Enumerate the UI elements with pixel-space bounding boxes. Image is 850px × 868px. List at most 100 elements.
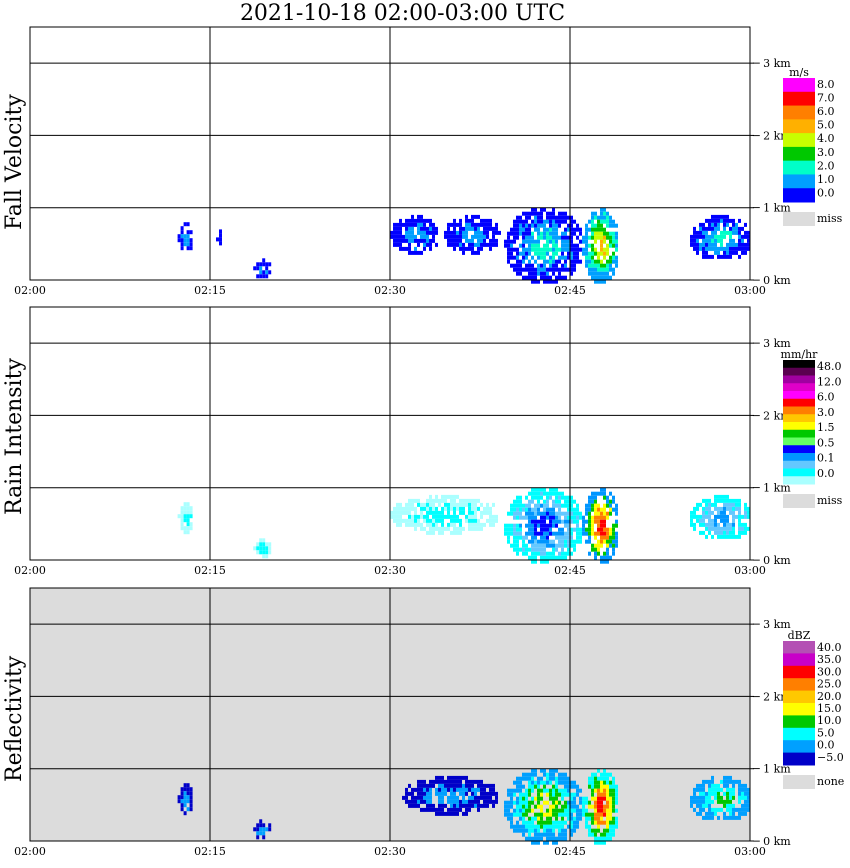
panel-2-ytick-label-3: ─ 3 km [752, 337, 791, 350]
panel-2-echo-1 [177, 502, 193, 535]
panel-1-ytick-label-0: ─ 0 km [752, 274, 791, 287]
panel-3-legend-missing-label: none [817, 775, 844, 788]
panel-2-legend-band-13 [783, 460, 815, 469]
panel-3-xtick-label-3: 02:45 [554, 845, 586, 858]
panel-1-xtick-label-4: 03:00 [734, 284, 766, 297]
panel-2-legend-label-2: 6.0 [817, 391, 835, 404]
panel-3-ytick-label-1: ─ 1 km [752, 763, 791, 776]
panel-3-legend-band-9 [783, 752, 815, 766]
panel-2-legend-missing-label: miss [817, 494, 843, 507]
panel-3-legend-band-8 [783, 740, 815, 754]
panel-3-legend-band-7 [783, 727, 815, 741]
panel-3-ytick-label-0: ─ 0 km [752, 835, 791, 848]
panel-3-echo-2 [253, 819, 272, 840]
panel-3-legend-band-5 [783, 703, 815, 716]
panel-3-echo-3 [402, 775, 498, 816]
panel-1-echo-8 [690, 214, 750, 259]
panel-3-ytick-label-3: ─ 3 km [752, 618, 791, 631]
panel-2-legend-band-4 [783, 391, 815, 400]
panel-3-legend-band-4 [783, 690, 815, 704]
panel-2-legend-label-3: 3.0 [817, 406, 835, 419]
panel-3-legend-label-1: 35.0 [817, 653, 842, 666]
panel-2-legend-label-1: 12.0 [817, 375, 842, 388]
panel-3-legend-band-2 [783, 665, 815, 679]
panel-3-legend-label-4: 20.0 [817, 690, 842, 703]
panel-2-legend-label-4: 1.5 [817, 421, 835, 434]
panel-1-legend-label-0: 8.0 [817, 78, 835, 91]
panel-2-legend-band-0 [783, 360, 815, 369]
panel-1-echo-5 [444, 214, 501, 255]
panel-2-legend-band-10 [783, 437, 815, 446]
panel-3-legend-label-9: −5.0 [817, 751, 844, 764]
panel-1-legend-label-3: 5.0 [817, 119, 835, 132]
panel-2-legend-band-5 [783, 398, 815, 407]
panel-2-legend-label-6: 0.1 [817, 452, 835, 465]
panel-2-ytick-label-1: ─ 1 km [752, 482, 791, 495]
panel-2-legend-band-6 [783, 406, 815, 415]
panel-1-legend-label-4: 4.0 [817, 132, 835, 145]
panel-2-legend-unit: mm/hr [781, 348, 819, 361]
panel-3-legend-band-3 [783, 678, 815, 692]
panel-3-legend-label-3: 25.0 [817, 678, 842, 691]
panel-3-legend-label-7: 5.0 [817, 726, 835, 739]
panel-2-xtick-label-2: 02:30 [374, 564, 406, 577]
panel-2-legend-band-8 [783, 422, 815, 431]
panel-1-echo-1 [177, 222, 193, 251]
panel-2-echo-3 [390, 494, 498, 535]
panel-1-legend-missing-label: miss [817, 212, 843, 225]
panel-3-legend-missing-swatch [783, 775, 815, 789]
panel-1-legend-label-5: 3.0 [817, 146, 835, 159]
panel-3-xtick-label-2: 02:30 [374, 845, 406, 858]
panel-1-legend-unit: m/s [789, 66, 809, 79]
panel-3-frame [29, 587, 751, 842]
panel-2-legend-band-15 [783, 476, 815, 485]
panel-2-echo-4 [504, 487, 582, 564]
panel-1-legend-band-4 [783, 133, 815, 148]
panel-1-xtick-label-0: 02:00 [14, 284, 46, 297]
panel-1-frame [29, 26, 751, 281]
panel-2-xtick-label-3: 02:45 [554, 564, 586, 577]
panel-1-xtick-label-1: 02:15 [194, 284, 226, 297]
panel-1-legend-band-0 [783, 78, 815, 93]
panel-1-xtick-label-3: 02:45 [554, 284, 586, 297]
panel-3-echo-5 [582, 768, 618, 845]
panel-3-legend-band-1 [783, 653, 815, 667]
panel-2-frame [29, 306, 751, 561]
panel-2-legend-label-0: 48.0 [817, 360, 842, 373]
panel-2-legend-label-5: 0.5 [817, 436, 835, 449]
panel-1-echo-2 [216, 229, 222, 246]
panel-3-legend-label-6: 10.0 [817, 714, 842, 727]
panel-2-ytick-label-2: ─ 2 km [752, 409, 791, 422]
panel-1-xtick-label-2: 02:30 [374, 284, 406, 297]
panel-1-legend-band-1 [783, 91, 815, 107]
panel-1-ytick-label-2: ─ 2 km [752, 129, 791, 142]
panel-2-legend-band-7 [783, 414, 815, 423]
panel-3-echo-1 [177, 783, 193, 816]
panel-1-legend-label-6: 2.0 [817, 159, 835, 172]
panel-2-echo-5 [582, 487, 618, 564]
panel-2-legend-label-7: 0.0 [817, 467, 835, 480]
panel-3-legend-band-6 [783, 715, 815, 729]
panel-2-legend-band-9 [783, 429, 815, 438]
panel-2-legend-band-2 [783, 375, 815, 384]
panel-1-echo-3 [253, 258, 272, 279]
panel-3-echo-6 [690, 775, 750, 820]
panel-1-legend-band-2 [783, 105, 815, 120]
panel-3-legend-unit: dBZ [788, 629, 811, 642]
panel-1-legend-band-6 [783, 160, 815, 175]
panel-2-legend-band-11 [783, 445, 815, 454]
panel-1-ytick-label-3: ─ 3 km [752, 57, 791, 70]
panel-3-xtick-label-0: 02:00 [14, 845, 46, 858]
panel-1-legend-band-3 [783, 119, 815, 134]
panel-2-xtick-label-4: 03:00 [734, 564, 766, 577]
panel-1-echo-4 [390, 214, 438, 255]
panel-2-legend-band-12 [783, 453, 815, 462]
panel-3-legend-label-5: 15.0 [817, 702, 842, 715]
panel-1-legend-label-2: 6.0 [817, 105, 835, 118]
panel-1-legend-label-1: 7.0 [817, 92, 835, 105]
panel-2-ytick-label-0: ─ 0 km [752, 554, 791, 567]
panel-3-legend-label-2: 30.0 [817, 665, 842, 678]
panel-2-legend-band-1 [783, 367, 815, 376]
panel-1-legend-label-8: 0.0 [817, 186, 835, 199]
